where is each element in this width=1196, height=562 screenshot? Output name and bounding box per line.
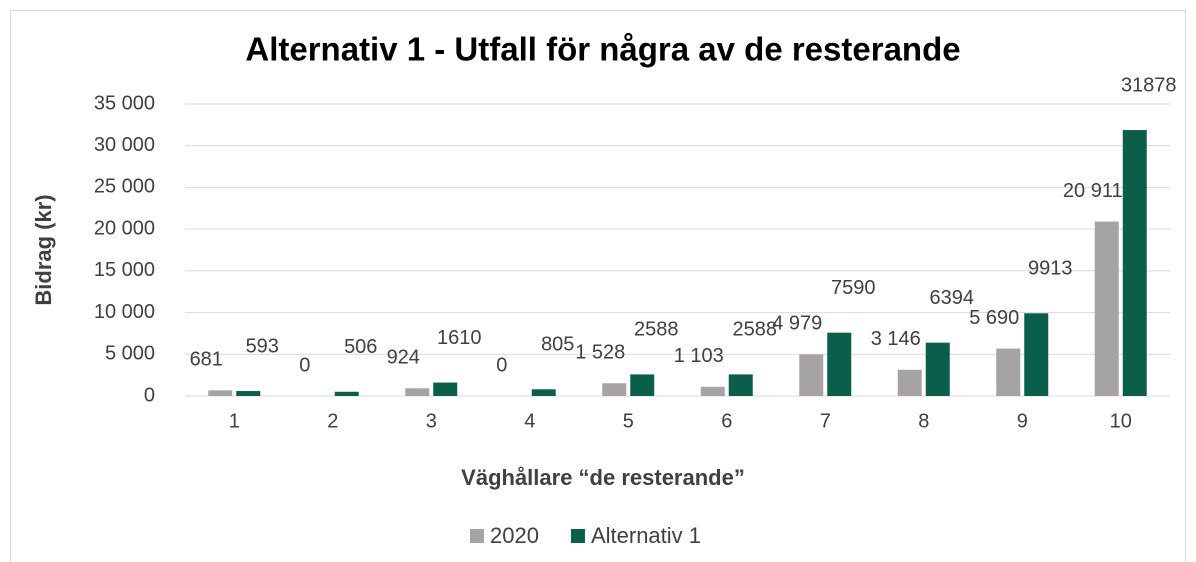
x-tick-label: 2 bbox=[327, 410, 338, 432]
data-label: 20 911 bbox=[1063, 180, 1123, 202]
legend-label: 2020 bbox=[490, 523, 539, 548]
bar bbox=[897, 369, 922, 396]
legend-label: Alternativ 1 bbox=[591, 523, 701, 548]
y-tick-label: 0 bbox=[144, 384, 155, 406]
data-label: 1 528 bbox=[575, 342, 625, 364]
y-tick-label: 25 000 bbox=[94, 176, 155, 198]
bar bbox=[1122, 130, 1147, 397]
x-axis-title: Väghållare “de resterande” bbox=[461, 465, 745, 490]
bar bbox=[925, 342, 950, 396]
bar bbox=[405, 388, 430, 396]
data-label: 0 bbox=[496, 354, 507, 376]
data-label: 3 146 bbox=[871, 328, 921, 350]
data-label: 506 bbox=[344, 336, 377, 358]
bar bbox=[700, 386, 725, 396]
bar bbox=[799, 354, 824, 396]
legend-swatch bbox=[570, 529, 585, 543]
legend-swatch bbox=[470, 529, 484, 543]
data-label: 6394 bbox=[930, 287, 975, 309]
bar bbox=[1024, 313, 1049, 396]
x-tick-label: 10 bbox=[1110, 410, 1132, 432]
bar bbox=[630, 374, 655, 396]
data-label: 924 bbox=[387, 347, 420, 369]
chart-border bbox=[10, 10, 1186, 562]
data-label: 805 bbox=[541, 334, 574, 356]
data-label: 7590 bbox=[831, 277, 876, 299]
x-tick-label: 1 bbox=[229, 410, 240, 432]
bar bbox=[728, 374, 753, 396]
data-label: 1 103 bbox=[674, 345, 724, 367]
x-tick-label: 9 bbox=[1017, 410, 1028, 432]
bar bbox=[334, 391, 359, 396]
bar bbox=[236, 391, 261, 396]
x-tick-label: 5 bbox=[623, 410, 634, 432]
bar bbox=[827, 332, 852, 396]
y-tick-label: 5 000 bbox=[105, 343, 155, 365]
y-tick-label: 15 000 bbox=[94, 259, 155, 281]
y-axis-title: Bidrag (kr) bbox=[31, 194, 56, 305]
y-tick-label: 35 000 bbox=[94, 92, 155, 114]
bar bbox=[208, 390, 233, 396]
data-label: 2588 bbox=[733, 319, 778, 341]
data-label: 2588 bbox=[634, 319, 679, 341]
x-tick-label: 7 bbox=[820, 410, 831, 432]
y-tick-label: 30 000 bbox=[94, 134, 155, 156]
y-tick-label: 10 000 bbox=[94, 301, 155, 323]
y-tick-label: 20 000 bbox=[94, 217, 155, 239]
x-tick-label: 4 bbox=[524, 410, 535, 432]
bar bbox=[996, 348, 1021, 396]
bar bbox=[531, 389, 556, 396]
bar bbox=[1094, 221, 1119, 396]
data-label: 593 bbox=[246, 335, 279, 357]
x-tick-label: 3 bbox=[426, 410, 437, 432]
data-label: 1610 bbox=[437, 327, 482, 349]
data-label: 4 979 bbox=[772, 313, 822, 335]
bar bbox=[602, 383, 627, 396]
chart-title: Alternativ 1 - Utfall för några av de re… bbox=[245, 31, 960, 68]
x-tick-label: 8 bbox=[918, 410, 929, 432]
data-label: 9913 bbox=[1028, 258, 1073, 280]
x-tick-label: 6 bbox=[721, 410, 732, 432]
data-label: 31878 bbox=[1121, 74, 1177, 96]
data-label: 681 bbox=[190, 349, 223, 371]
data-label: 5 690 bbox=[969, 307, 1019, 329]
bar bbox=[433, 382, 458, 396]
data-label: 0 bbox=[299, 354, 310, 376]
